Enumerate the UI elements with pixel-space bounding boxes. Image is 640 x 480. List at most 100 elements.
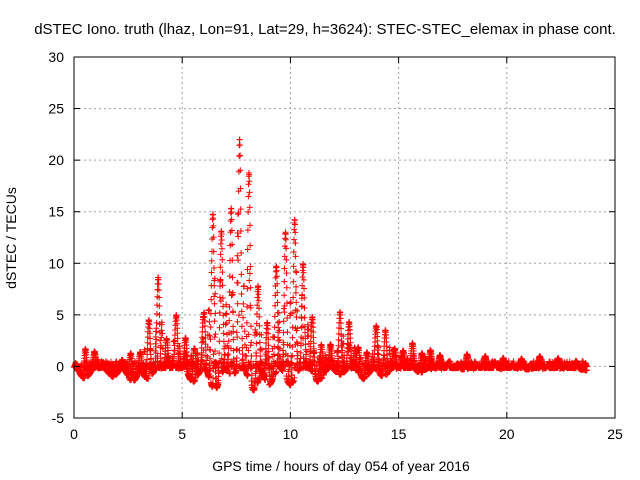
data-point [313,362,320,369]
data-point [288,360,295,367]
data-point [219,256,226,263]
data-point [244,266,251,273]
data-point [300,264,307,271]
data-point [281,292,288,299]
data-point [274,299,281,306]
data-point [262,372,269,379]
data-point [299,291,306,298]
data-point [207,324,214,331]
data-point [155,281,162,288]
data-point [225,356,232,363]
data-point [218,355,225,362]
data-point [233,355,240,362]
data-point [298,340,305,347]
data-point [246,189,253,196]
data-point [207,355,214,362]
data-point [289,352,296,359]
data-point [265,354,272,361]
data-point [292,306,299,313]
data-point [237,152,244,159]
data-point [202,334,209,341]
data-point [280,329,287,336]
data-point [293,269,300,276]
data-point [265,342,272,349]
data-point [206,306,213,313]
data-point [225,338,232,345]
data-point [223,301,230,308]
data-point [246,277,253,284]
data-point [291,374,298,381]
data-point [273,368,280,375]
data-point [292,268,299,275]
x-tick-label: 20 [499,426,515,442]
data-point [280,318,287,325]
data-point [236,347,243,354]
data-point [146,330,153,337]
data-point [292,289,299,296]
data-point [207,346,214,353]
data-point [228,216,235,223]
data-point [246,222,253,229]
data-point [290,263,297,270]
data-point [240,300,247,307]
data-point [219,294,226,301]
data-point [219,269,226,276]
data-point [230,309,237,316]
data-point [230,328,237,335]
data-point [236,153,243,160]
data-point [247,263,254,270]
data-point [292,229,299,236]
data-point [335,348,342,355]
data-point [276,318,283,325]
data-point [102,358,109,365]
data-point [170,338,177,345]
data-point [244,227,251,234]
data-point [211,300,218,307]
data-point [158,327,165,334]
data-point [256,313,263,320]
x-tick-label: 5 [178,426,186,442]
data-point [152,333,159,340]
x-axis-label: GPS time / hours of day 054 of year 2016 [212,458,470,474]
data-point [238,323,245,330]
data-point [275,309,282,316]
data-point [292,240,299,247]
data-point [226,273,233,280]
data-point [338,344,345,351]
data-point [253,330,260,337]
data-point [174,330,181,337]
data-point [281,309,288,316]
data-point [293,314,300,321]
x-tick-label: 25 [607,426,623,442]
data-point [220,303,227,310]
data-point [230,336,237,343]
data-point [259,346,266,353]
data-point [340,333,347,340]
data-point [290,236,297,243]
data-point [218,237,225,244]
data-point [272,302,279,309]
data-point [253,340,260,347]
data-point [228,292,235,299]
data-point [243,319,250,326]
data-point [237,227,244,234]
data-point [248,372,255,379]
data-point [206,318,213,325]
y-tick-label: 20 [48,152,64,168]
data-point [265,336,272,343]
data-point [289,324,296,331]
y-tick-label: 10 [48,255,64,271]
data-point [294,352,301,359]
data-point [291,221,298,228]
data-point [335,342,342,349]
data-point [247,304,254,311]
data-point [244,303,251,310]
data-point [153,319,160,326]
data-point [156,294,163,301]
data-point [153,328,160,335]
data-point [294,308,301,315]
data-point [290,294,297,301]
data-point [294,348,301,355]
y-tick-label: 25 [48,101,64,117]
